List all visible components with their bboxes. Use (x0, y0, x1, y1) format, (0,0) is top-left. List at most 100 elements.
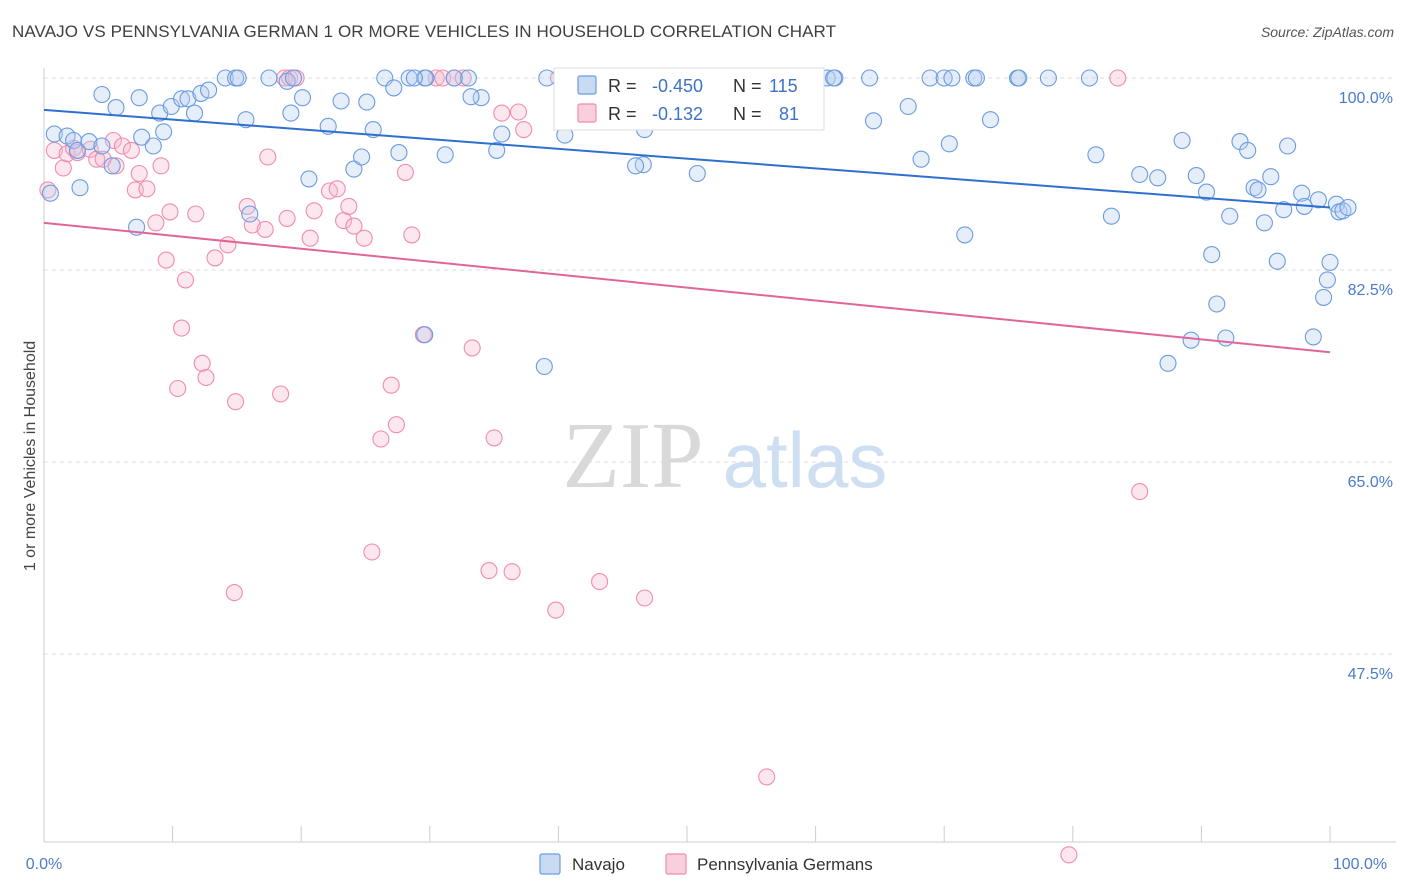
penn-point-17 (152, 157, 170, 175)
penn-point-48 (372, 430, 390, 448)
penn-point-73 (636, 589, 654, 607)
navajo-point-56 (538, 69, 556, 87)
navajo-point-123 (1334, 202, 1352, 220)
penn-point-12 (122, 141, 140, 159)
penn-point-51 (396, 163, 414, 181)
legend-navajo-swatch (539, 853, 561, 875)
navajo-point-93 (1102, 207, 1120, 225)
navajo-point-33 (300, 170, 318, 188)
navajo-point-120 (1321, 253, 1339, 271)
navajo-point-83 (899, 97, 917, 116)
penn-point-11 (113, 137, 131, 155)
navajo-point-4 (68, 141, 86, 159)
penn-point-49 (382, 376, 400, 394)
navajo-point-91 (1080, 69, 1099, 87)
penn-point-27 (219, 236, 237, 254)
navajo-point-77 (921, 69, 939, 87)
y-tick-label-0: 100.0% (1339, 90, 1393, 107)
navajo-n-label: N = (733, 76, 762, 96)
penn-point-46 (355, 229, 373, 247)
x-axis-ticks (43, 826, 1331, 842)
navajo-point-17 (185, 104, 204, 122)
navajo-point-25 (229, 69, 247, 87)
penn-point-10 (107, 157, 125, 175)
penn-r-value: -0.132 (652, 104, 703, 124)
penn-point-20 (169, 379, 187, 398)
navajo-point-22 (130, 89, 148, 107)
penn-point-25 (197, 368, 215, 387)
penn-point-7 (88, 150, 106, 168)
x-tick-label-0: 0.0% (26, 856, 62, 873)
stats-box-frame (553, 67, 825, 131)
navajo-point-101 (1203, 246, 1221, 264)
gridlines (44, 77, 1396, 655)
navajo-point-49 (445, 69, 463, 87)
navajo-point-79 (943, 69, 961, 87)
legend-penn-label: Pennsylvania Germans (697, 855, 873, 874)
navajo-point-48 (459, 69, 477, 87)
penn-point-28 (225, 584, 243, 602)
penn-point-39 (301, 229, 319, 247)
navajo-point-15 (173, 90, 191, 108)
penn-point-50 (387, 416, 405, 434)
navajo-point-30 (282, 104, 300, 122)
penn-point-42 (328, 180, 346, 198)
navajo-point-21 (107, 99, 125, 117)
navajo-point-11 (144, 137, 162, 155)
penn-n-value: 81 (779, 104, 799, 124)
penn-point-26 (206, 249, 224, 267)
y-tick-labels: 100.0% 82.5% 65.0% 47.5% (1339, 90, 1393, 683)
navajo-point-95 (1149, 169, 1167, 187)
navajo-point-92 (1087, 146, 1105, 164)
navajo-point-47 (436, 146, 454, 164)
navajo-point-111 (1268, 252, 1286, 270)
navajo-point-100 (1197, 183, 1216, 201)
navajo-point-81 (967, 69, 985, 87)
penn-point-19 (161, 203, 179, 221)
navajo-point-65 (627, 157, 645, 175)
penn-point-15 (138, 180, 156, 198)
navajo-point-66 (688, 164, 706, 183)
navajo-point-117 (1309, 191, 1327, 209)
penn-point-78 (1060, 846, 1078, 864)
chart-title: NAVAJO VS PENNSYLVANIA GERMAN 1 OR MORE … (12, 22, 837, 41)
legend-navajo-label: Navajo (572, 855, 625, 874)
navajo-point-53 (493, 125, 511, 143)
penn-point-45 (345, 217, 363, 235)
navajo-point-86 (956, 226, 974, 244)
penn-stats-swatch (577, 103, 597, 123)
penn-point-64 (515, 121, 533, 139)
navajo-point-37 (353, 148, 371, 166)
penn-point-40 (305, 202, 323, 220)
watermark-zip: ZIP (563, 404, 704, 508)
penn-point-63 (509, 103, 528, 121)
navajo-point-46 (405, 69, 423, 87)
navajo-point-75 (861, 69, 879, 87)
navajo-r-value: -0.450 (652, 76, 703, 96)
navajo-point-23 (216, 69, 234, 87)
navajo-point-36 (345, 160, 363, 178)
navajo-point-85 (940, 135, 958, 153)
navajo-point-76 (825, 69, 843, 87)
penn-point-22 (176, 271, 195, 289)
penn-point-32 (256, 220, 274, 238)
navajo-point-118 (1315, 288, 1333, 306)
legend-penn-swatch (665, 853, 687, 875)
stats-box: R = -0.450 N = 115 R = -0.132 N = 81 (553, 67, 825, 131)
navajo-point-98 (1182, 331, 1200, 349)
navajo-point-103 (1217, 329, 1235, 347)
navajo-point-51 (462, 88, 480, 106)
y-tick-label-2: 65.0% (1348, 474, 1393, 491)
penn-point-21 (173, 319, 191, 337)
penn-point-14 (130, 164, 148, 183)
navajo-point-114 (1293, 184, 1311, 202)
navajo-point-108 (1249, 181, 1267, 199)
penn-point-60 (485, 429, 503, 447)
navajo-point-32 (293, 89, 312, 107)
navajo-point-87 (981, 111, 1000, 129)
navajo-point-19 (200, 81, 218, 99)
navajo-r-label: R = (608, 76, 637, 96)
navajo-point-35 (332, 92, 350, 110)
y-axis-label: 1 or more Vehicles in Household (22, 341, 39, 571)
